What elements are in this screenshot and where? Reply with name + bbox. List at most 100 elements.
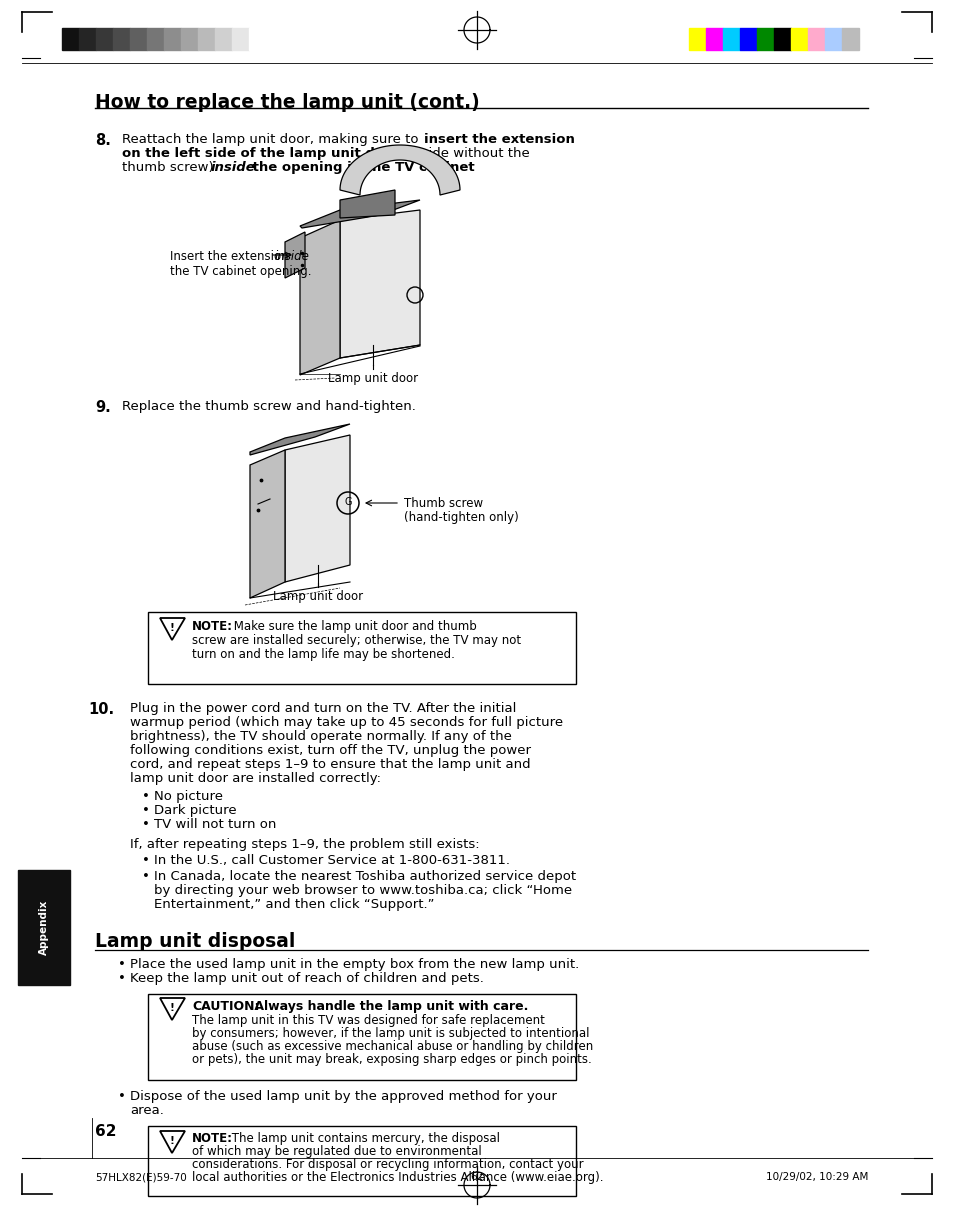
Bar: [807, 28, 824, 49]
Text: (the side without the: (the side without the: [386, 147, 529, 160]
Text: Place the used lamp unit in the empty box from the new lamp unit.: Place the used lamp unit in the empty bo…: [130, 958, 578, 971]
Text: Lamp unit door: Lamp unit door: [273, 590, 363, 603]
Text: Entertainment,” and then click “Support.”: Entertainment,” and then click “Support.…: [153, 898, 434, 911]
Bar: [62, 28, 79, 49]
Text: thumb screw): thumb screw): [122, 160, 217, 174]
Text: !: !: [170, 1136, 174, 1146]
Text: Dark picture: Dark picture: [153, 804, 236, 816]
Text: by directing your web browser to www.toshiba.ca; click “Home: by directing your web browser to www.tos…: [153, 884, 572, 897]
Bar: [130, 28, 147, 49]
Bar: [757, 28, 773, 49]
Polygon shape: [285, 435, 350, 582]
Text: following conditions exist, turn off the TV, unplug the power: following conditions exist, turn off the…: [130, 744, 531, 757]
Text: !: !: [170, 1003, 174, 1013]
Polygon shape: [250, 450, 285, 598]
Text: Insert the extension: Insert the extension: [170, 250, 292, 263]
Text: •: •: [118, 1090, 126, 1103]
Text: 9.: 9.: [95, 400, 111, 415]
Text: Make sure the lamp unit door and thumb: Make sure the lamp unit door and thumb: [230, 620, 476, 633]
Bar: [112, 28, 130, 49]
Text: turn on and the lamp life may be shortened.: turn on and the lamp life may be shorten…: [192, 648, 455, 661]
Polygon shape: [160, 1131, 185, 1153]
Text: local authorities or the Electronics Industries Alliance (www.eiae.org).: local authorities or the Electronics Ind…: [192, 1171, 603, 1184]
Text: Lamp unit disposal: Lamp unit disposal: [95, 932, 295, 952]
Bar: [773, 28, 790, 49]
Text: Appendix: Appendix: [39, 900, 49, 955]
Text: In the U.S., call Customer Service at 1-800-631-3811.: In the U.S., call Customer Service at 1-…: [153, 854, 510, 867]
Polygon shape: [250, 425, 350, 455]
Bar: [740, 28, 757, 49]
Text: Replace the thumb screw and hand-tighten.: Replace the thumb screw and hand-tighten…: [122, 400, 416, 412]
Text: •: •: [118, 972, 126, 985]
Text: 10.: 10.: [88, 702, 114, 718]
Text: 57HLX82(E)59-70: 57HLX82(E)59-70: [95, 1172, 187, 1182]
Text: on the left side of the lamp unit door: on the left side of the lamp unit door: [122, 147, 399, 160]
Text: the TV cabinet opening.: the TV cabinet opening.: [170, 265, 312, 279]
Bar: [148, 611, 576, 684]
Text: inside: inside: [274, 250, 310, 263]
Text: brightness), the TV should operate normally. If any of the: brightness), the TV should operate norma…: [130, 730, 512, 743]
Text: 62: 62: [470, 1172, 483, 1182]
Text: 10/29/02, 10:29 AM: 10/29/02, 10:29 AM: [765, 1172, 867, 1182]
Polygon shape: [339, 145, 459, 195]
Bar: [164, 28, 181, 49]
Text: TV will not turn on: TV will not turn on: [153, 818, 276, 831]
Text: NOTE:: NOTE:: [192, 1132, 233, 1144]
Text: screw are installed securely; otherwise, the TV may not: screw are installed securely; otherwise,…: [192, 634, 520, 646]
Text: •: •: [118, 958, 126, 971]
Bar: [181, 28, 198, 49]
Text: considerations. For disposal or recycling information, contact your: considerations. For disposal or recyclin…: [192, 1158, 583, 1171]
Text: cord, and repeat steps 1–9 to ensure that the lamp unit and: cord, and repeat steps 1–9 to ensure tha…: [130, 759, 530, 771]
Polygon shape: [299, 219, 339, 375]
Text: abuse (such as excessive mechanical abuse or handling by children: abuse (such as excessive mechanical abus…: [192, 1040, 593, 1053]
Text: Keep the lamp unit out of reach of children and pets.: Keep the lamp unit out of reach of child…: [130, 972, 483, 985]
Bar: [18, 870, 70, 985]
Bar: [232, 28, 249, 49]
Polygon shape: [339, 210, 419, 358]
Polygon shape: [160, 617, 185, 640]
Bar: [148, 1126, 576, 1196]
Bar: [824, 28, 841, 49]
Text: (hand-tighten only): (hand-tighten only): [403, 511, 518, 523]
Polygon shape: [285, 232, 305, 279]
Text: of which may be regulated due to environmental: of which may be regulated due to environ…: [192, 1144, 481, 1158]
Text: If, after repeating steps 1–9, the problem still exists:: If, after repeating steps 1–9, the probl…: [130, 838, 479, 851]
Text: !: !: [170, 624, 174, 633]
Text: area.: area.: [130, 1103, 164, 1117]
Text: by consumers; however, if the lamp unit is subjected to intentional: by consumers; however, if the lamp unit …: [192, 1028, 589, 1040]
Text: G: G: [344, 497, 352, 507]
Text: .: .: [452, 160, 456, 174]
Bar: [147, 28, 164, 49]
Text: •: •: [142, 818, 150, 831]
Text: CAUTION:: CAUTION:: [192, 1000, 259, 1013]
Text: No picture: No picture: [153, 790, 223, 803]
Bar: [79, 28, 96, 49]
Text: NOTE:: NOTE:: [192, 620, 233, 633]
Polygon shape: [160, 999, 185, 1020]
Text: •: •: [142, 790, 150, 803]
Text: the opening in the TV cabinet: the opening in the TV cabinet: [248, 160, 475, 174]
Text: •: •: [142, 854, 150, 867]
Text: •: •: [142, 804, 150, 816]
Bar: [96, 28, 112, 49]
Text: Thumb screw: Thumb screw: [403, 497, 482, 510]
Bar: [148, 994, 576, 1081]
Text: •: •: [142, 870, 150, 883]
Text: 8.: 8.: [95, 133, 111, 148]
Text: Dispose of the used lamp unit by the approved method for your: Dispose of the used lamp unit by the app…: [130, 1090, 557, 1103]
Text: warmup period (which may take up to 45 seconds for full picture: warmup period (which may take up to 45 s…: [130, 716, 562, 728]
Bar: [705, 28, 722, 49]
Bar: [249, 28, 266, 49]
Bar: [214, 28, 232, 49]
Text: How to replace the lamp unit (cont.): How to replace the lamp unit (cont.): [95, 93, 479, 112]
Polygon shape: [299, 200, 419, 228]
Bar: [841, 28, 858, 49]
Text: In Canada, locate the nearest Toshiba authorized service depot: In Canada, locate the nearest Toshiba au…: [153, 870, 576, 883]
Text: The lamp unit contains mercury, the disposal: The lamp unit contains mercury, the disp…: [228, 1132, 499, 1144]
Text: Lamp unit door: Lamp unit door: [328, 371, 417, 385]
Text: 62: 62: [95, 1124, 116, 1138]
Text: lamp unit door are installed correctly:: lamp unit door are installed correctly:: [130, 772, 380, 785]
Text: Plug in the power cord and turn on the TV. After the initial: Plug in the power cord and turn on the T…: [130, 702, 516, 715]
Polygon shape: [339, 191, 395, 218]
Bar: [198, 28, 214, 49]
